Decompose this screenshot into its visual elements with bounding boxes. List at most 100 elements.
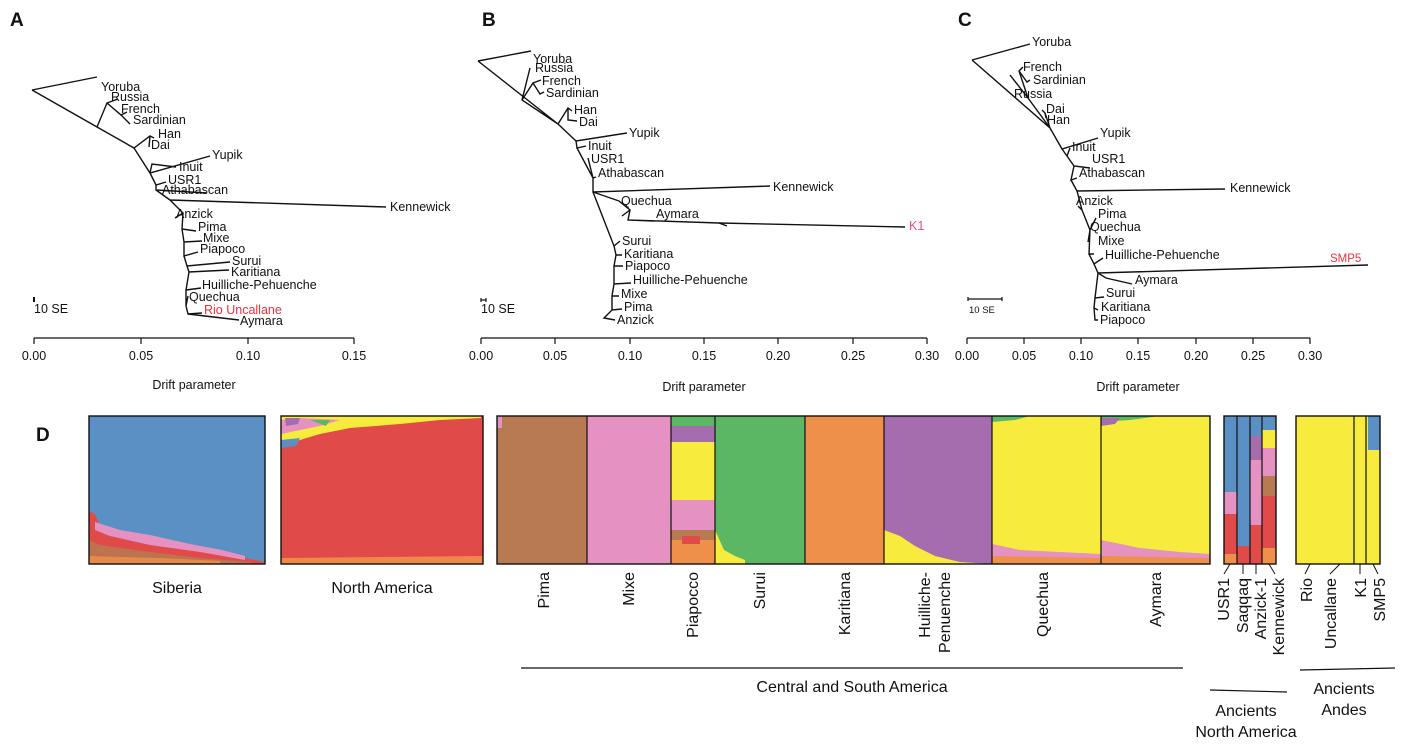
leaf-b-anzick: Anzick xyxy=(617,313,655,327)
admix-fill xyxy=(95,522,245,560)
admix-fill xyxy=(1101,556,1210,564)
admix-fill xyxy=(1262,476,1276,496)
axis-b-tick-label: 0.15 xyxy=(692,349,716,363)
ancients-andes-bracket xyxy=(1299,667,1396,671)
admix-fill xyxy=(497,416,502,428)
leaf-a-sardinian: Sardinian xyxy=(133,113,186,127)
admixture-ancients-andes xyxy=(1295,415,1381,565)
leaf-a-anzick: Anzick xyxy=(176,207,214,221)
axis-c-tick-label: 0.30 xyxy=(1298,349,1322,363)
leaf-a-kennewick: Kennewick xyxy=(390,200,451,214)
label-anzick-1: Anzick-1 xyxy=(1253,578,1270,639)
admixture-ancients-na xyxy=(1223,415,1277,565)
admix-fill xyxy=(715,530,745,564)
admix-frame xyxy=(88,415,266,565)
leaf-b-french: French xyxy=(542,74,581,88)
leaf-a-piapoco: Piapoco xyxy=(200,242,245,256)
leaf-c-quechua: Quechua xyxy=(1090,220,1141,234)
leaf-a-aymara: Aymara xyxy=(240,314,283,328)
leaf-c-surui: Surui xyxy=(1106,286,1135,300)
admix-quechua xyxy=(992,416,1101,564)
leaf-a-inuit: Inuit xyxy=(179,160,203,174)
scale-label-a: 10 SE xyxy=(34,302,68,316)
axis-b-tick-label: 0.10 xyxy=(618,349,642,363)
admix-dividers xyxy=(1236,416,1263,564)
leaf-b-usr1: USR1 xyxy=(591,152,624,166)
leaf-b-surui: Surui xyxy=(622,234,651,248)
leaf-a-french: French xyxy=(121,102,160,116)
admix-fill xyxy=(992,416,1030,422)
axis-c-tick-label: 0.25 xyxy=(1241,349,1265,363)
axis-c-label: Drift parameter xyxy=(1096,380,1179,394)
leaf-b-sardinian: Sardinian xyxy=(546,86,599,100)
leaf-c-kennewick: Kennewick xyxy=(1230,181,1291,195)
axis-b-tick-label: 0.30 xyxy=(915,349,939,363)
admix-fill xyxy=(1262,416,1276,432)
leaf-b-russia: Russia xyxy=(535,61,573,75)
leaf-b-yoruba: Yoruba xyxy=(533,52,572,66)
admix-fill xyxy=(671,416,715,428)
label-pima: Pima xyxy=(536,572,553,609)
axis-b-tick-label: 0.00 xyxy=(469,349,493,363)
admix-fill xyxy=(89,556,220,564)
admix-fill xyxy=(1224,554,1237,564)
leaf-c-sardinian: Sardinian xyxy=(1033,73,1086,87)
tree-a: Yoruba Russia French Sardinian Han Dai Y… xyxy=(31,76,451,328)
admixture-csa xyxy=(496,415,1211,565)
leaf-c-dai: Dai xyxy=(1046,102,1065,116)
axis-c-tick-label: 0.05 xyxy=(1012,349,1036,363)
label-surui: Surui xyxy=(752,572,769,609)
leaf-c-han: Han xyxy=(1047,113,1070,127)
leaf-b-mixe: Mixe xyxy=(621,287,647,301)
axis-c-tick-label: 0.10 xyxy=(1069,349,1093,363)
ancients-na-leader-lines xyxy=(1223,563,1276,575)
leaf-c-aymara: Aymara xyxy=(1135,273,1178,287)
admix-pima xyxy=(497,416,587,564)
axis-c-tick-label: 0.20 xyxy=(1184,349,1208,363)
tree-b-k1-branch xyxy=(718,222,906,228)
admix-fill xyxy=(1224,492,1237,514)
label-ancients-andes-1: Ancients xyxy=(1313,681,1374,698)
admix-fill xyxy=(1250,436,1262,460)
axis-b: 0.00 0.05 0.10 0.15 0.20 0.25 0.30 Drift… xyxy=(469,337,939,394)
label-ancients-na-2: North America xyxy=(1195,724,1296,741)
admix-fill xyxy=(310,420,330,426)
admix-fill xyxy=(1101,418,1120,426)
axis-a: 0.00 0.05 0.10 0.15 Drift parameter xyxy=(22,337,366,392)
leaf-b-karitiana: Karitiana xyxy=(624,247,673,261)
panel-c: C Yoruba French Sardinian Russia Dai Han… xyxy=(955,10,1369,394)
admix-frame xyxy=(1295,415,1381,565)
admix-fill xyxy=(285,418,300,426)
leaf-c-yupik: Yupik xyxy=(1100,126,1131,140)
admix-fill xyxy=(1237,546,1250,564)
scale-bar-c xyxy=(967,297,1003,301)
leaf-b-aymara: Aymara xyxy=(656,207,699,221)
label-ancients-andes-2: Andes xyxy=(1321,702,1366,719)
label-huilliche: Huilliche- xyxy=(917,572,934,638)
label-siberia: Siberia xyxy=(152,580,202,597)
admixture-siberia xyxy=(88,415,266,565)
leaf-b-quechua: Quechua xyxy=(621,194,672,208)
axis-c-tick-label: 0.00 xyxy=(955,349,979,363)
admix-fill xyxy=(682,536,700,544)
label-uncallane: Uncallane xyxy=(1323,578,1340,649)
admix-fill xyxy=(671,426,715,442)
admix-saqqaq xyxy=(1237,416,1250,564)
label-k1: K1 xyxy=(1353,578,1370,598)
leaf-c-karitiana: Karitiana xyxy=(1101,300,1150,314)
leaf-c-piapoco: Piapoco xyxy=(1100,313,1145,327)
admix-aymara xyxy=(1101,416,1210,564)
tree-a-branches xyxy=(31,76,387,321)
tree-c: Yoruba French Sardinian Russia Dai Han Y… xyxy=(971,35,1369,327)
leaf-c-huilliche: Huilliche-Pehuenche xyxy=(1105,248,1220,262)
leaf-a-russia: Russia xyxy=(111,90,149,104)
label-piapocco: Piapocco xyxy=(685,572,702,638)
axis-b-label: Drift parameter xyxy=(662,380,745,394)
leaf-b-k1: K1 xyxy=(909,219,924,233)
axis-a-tick-label: 0.10 xyxy=(236,349,260,363)
leaf-b-piapoco: Piapoco xyxy=(625,259,670,273)
leaf-b-yupik: Yupik xyxy=(629,126,660,140)
leaf-b-athabascan: Athabascan xyxy=(598,166,664,180)
axis-b-tick-label: 0.20 xyxy=(766,349,790,363)
leaf-c-inuit: Inuit xyxy=(1072,140,1096,154)
